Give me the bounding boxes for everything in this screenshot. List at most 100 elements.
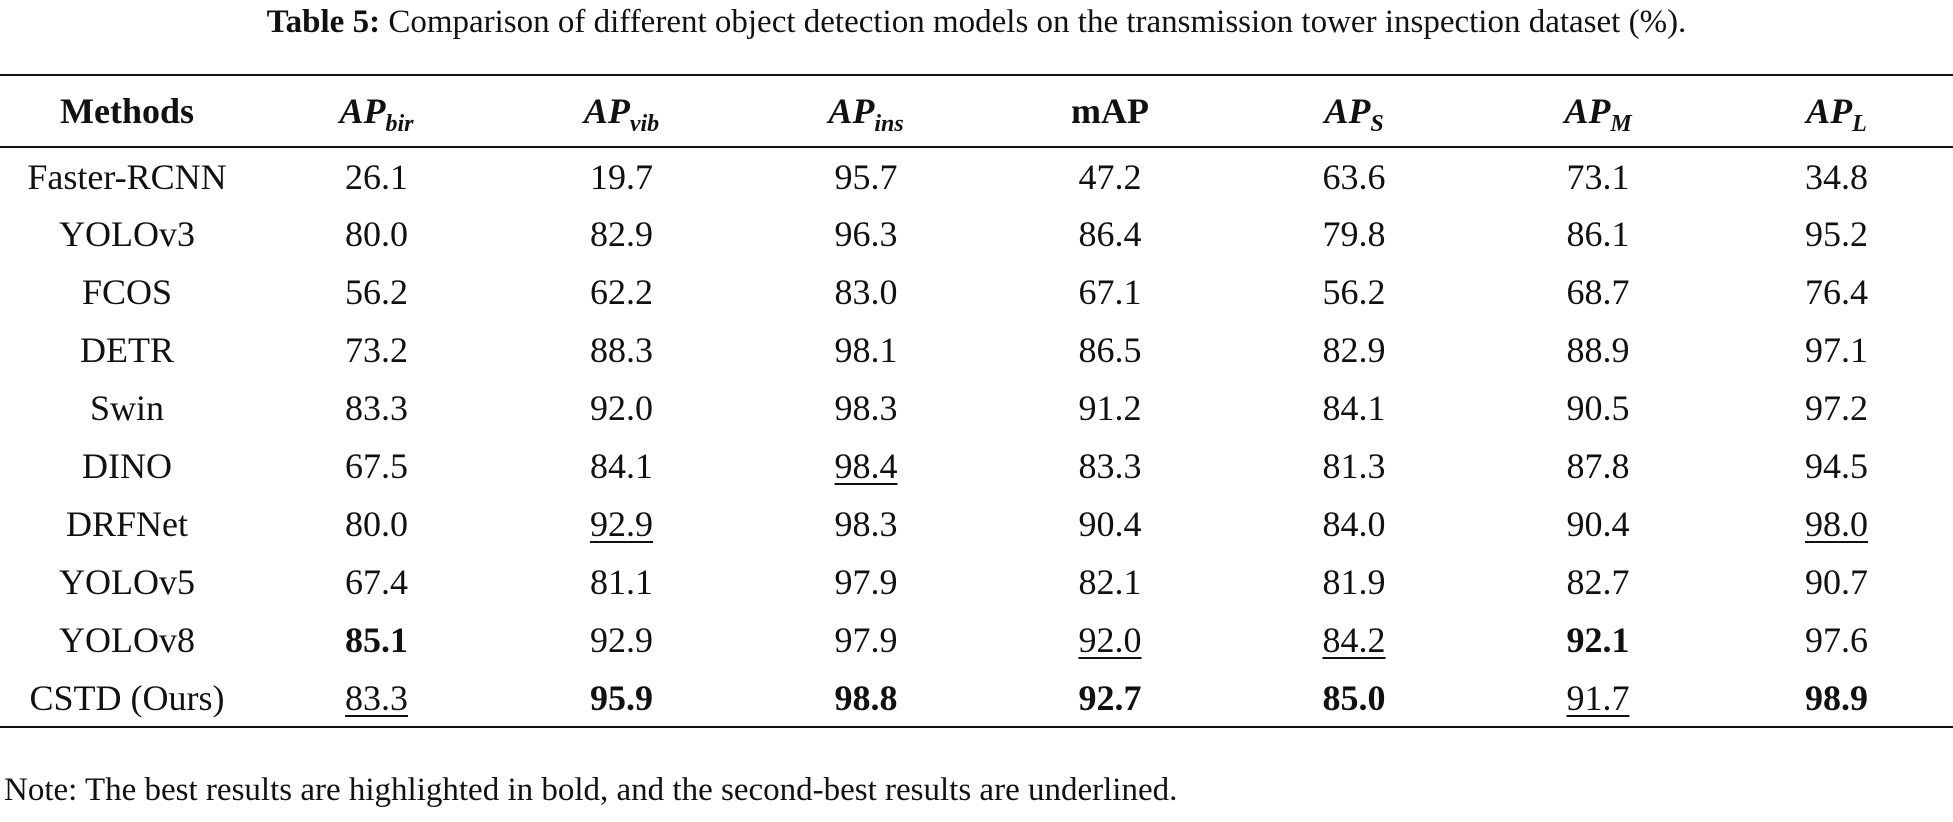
value-cell: 95.7 bbox=[744, 147, 988, 205]
column-header-label: AP bbox=[1324, 91, 1371, 131]
table-row: DINO 67.5 84.1 98.4 83.3 81.3 87.8 94.5 bbox=[0, 437, 1953, 495]
column-header-label: Methods bbox=[60, 91, 194, 131]
value-text: 34.8 bbox=[1805, 156, 1868, 197]
caption-label: Table 5: bbox=[266, 4, 381, 40]
value-text: 56.2 bbox=[345, 272, 408, 312]
value-cell: 83.3 bbox=[988, 437, 1232, 495]
method-cell: Swin bbox=[89, 388, 165, 428]
value-text: 67.5 bbox=[345, 446, 408, 486]
method-cell: YOLOv3 bbox=[59, 214, 195, 254]
value-cell: 98.4 bbox=[744, 437, 988, 495]
value-text: 84.1 bbox=[1322, 388, 1386, 428]
value-text: 81.1 bbox=[590, 562, 653, 602]
value-text: 98.1 bbox=[834, 330, 898, 370]
value-cell: 92.0 bbox=[499, 379, 744, 437]
value-text: 97.9 bbox=[834, 562, 898, 602]
value-cell: 98.9 bbox=[1720, 669, 1953, 728]
value-cell: 76.4 bbox=[1720, 263, 1953, 321]
value-text: 67.4 bbox=[345, 562, 408, 602]
value-text: 83.3 bbox=[345, 677, 408, 718]
value-text: 83.3 bbox=[1078, 446, 1142, 486]
value-text: 26.1 bbox=[345, 156, 408, 197]
value-text: 86.1 bbox=[1566, 214, 1630, 254]
column-header: APvib bbox=[499, 74, 744, 148]
value-text: 97.6 bbox=[1805, 620, 1868, 660]
value-cell: 68.7 bbox=[1476, 263, 1720, 321]
value-text: 84.2 bbox=[1322, 620, 1386, 660]
value-cell: 87.8 bbox=[1476, 437, 1720, 495]
value-text: 92.1 bbox=[1566, 620, 1630, 660]
value-cell: 90.4 bbox=[988, 495, 1232, 553]
value-cell: 98.8 bbox=[744, 669, 988, 728]
value-cell: 86.1 bbox=[1476, 205, 1720, 263]
table-row: YOLOv8 85.1 92.9 97.9 92.0 84.2 92.1 97.6 bbox=[0, 611, 1953, 669]
column-header-subscript: L bbox=[1852, 111, 1867, 137]
column-header-label: AP bbox=[583, 91, 630, 131]
value-text: 96.3 bbox=[834, 214, 898, 254]
column-header-label: AP bbox=[339, 91, 386, 131]
value-cell: 56.2 bbox=[254, 263, 499, 321]
value-cell: 92.9 bbox=[499, 495, 744, 553]
method-cell: YOLOv8 bbox=[59, 620, 195, 660]
header-row: Methods APbir APvib APins mAP APS APM APL bbox=[0, 74, 1953, 148]
value-cell: 80.0 bbox=[254, 205, 499, 263]
column-header: Methods bbox=[0, 74, 254, 148]
value-text: 90.5 bbox=[1566, 388, 1630, 428]
value-cell: 95.9 bbox=[499, 669, 744, 728]
value-cell: 82.9 bbox=[499, 205, 744, 263]
value-cell: 82.9 bbox=[1232, 321, 1476, 379]
method-cell: Faster-RCNN bbox=[27, 156, 227, 197]
value-cell: 84.2 bbox=[1232, 611, 1476, 669]
column-header: APL bbox=[1720, 74, 1953, 148]
value-cell: 86.4 bbox=[988, 205, 1232, 263]
value-text: 79.8 bbox=[1322, 214, 1386, 254]
value-text: 94.5 bbox=[1805, 446, 1868, 486]
column-header-subscript: ins bbox=[874, 111, 904, 137]
value-cell: 91.2 bbox=[988, 379, 1232, 437]
value-cell: 26.1 bbox=[254, 147, 499, 205]
caption-text: Comparison of different object detection… bbox=[388, 4, 1687, 40]
column-header-subscript: vib bbox=[629, 111, 660, 137]
value-text: 88.9 bbox=[1566, 330, 1630, 370]
value-text: 97.2 bbox=[1805, 388, 1868, 428]
value-cell: 81.1 bbox=[499, 553, 744, 611]
table-row: YOLOv5 67.4 81.1 97.9 82.1 81.9 82.7 90.7 bbox=[0, 553, 1953, 611]
value-text: 90.4 bbox=[1566, 504, 1630, 544]
value-text: 98.4 bbox=[834, 446, 898, 486]
value-cell: 79.8 bbox=[1232, 205, 1476, 263]
value-cell: 62.2 bbox=[499, 263, 744, 321]
value-text: 73.1 bbox=[1566, 156, 1630, 197]
value-text: 84.1 bbox=[590, 446, 653, 486]
value-text: 98.3 bbox=[834, 388, 898, 428]
value-cell: 84.1 bbox=[1232, 379, 1476, 437]
column-header-label: AP bbox=[1806, 91, 1853, 131]
value-cell: 80.0 bbox=[254, 495, 499, 553]
value-text: 82.1 bbox=[1078, 562, 1142, 602]
column-header-label: AP bbox=[1564, 91, 1611, 131]
value-text: 92.7 bbox=[1078, 677, 1142, 718]
value-text: 76.4 bbox=[1805, 272, 1868, 312]
value-text: 85.1 bbox=[345, 620, 408, 660]
column-header-label: mAP bbox=[1071, 91, 1149, 131]
value-cell: 97.9 bbox=[744, 611, 988, 669]
value-text: 90.4 bbox=[1078, 504, 1142, 544]
value-cell: 73.1 bbox=[1476, 147, 1720, 205]
value-cell: 47.2 bbox=[988, 147, 1232, 205]
value-cell: 97.6 bbox=[1720, 611, 1953, 669]
value-cell: 88.9 bbox=[1476, 321, 1720, 379]
value-cell: 98.3 bbox=[744, 379, 988, 437]
value-text: 91.2 bbox=[1078, 388, 1142, 428]
value-cell: 98.1 bbox=[744, 321, 988, 379]
value-cell: 67.1 bbox=[988, 263, 1232, 321]
value-text: 68.7 bbox=[1566, 272, 1630, 312]
value-text: 88.3 bbox=[590, 330, 653, 370]
value-cell: 92.0 bbox=[988, 611, 1232, 669]
value-text: 67.1 bbox=[1078, 272, 1142, 312]
value-text: 98.9 bbox=[1805, 677, 1868, 718]
value-cell: 67.4 bbox=[254, 553, 499, 611]
value-text: 63.6 bbox=[1322, 156, 1386, 197]
value-cell: 83.0 bbox=[744, 263, 988, 321]
value-cell: 97.2 bbox=[1720, 379, 1953, 437]
value-cell: 82.1 bbox=[988, 553, 1232, 611]
value-cell: 81.9 bbox=[1232, 553, 1476, 611]
